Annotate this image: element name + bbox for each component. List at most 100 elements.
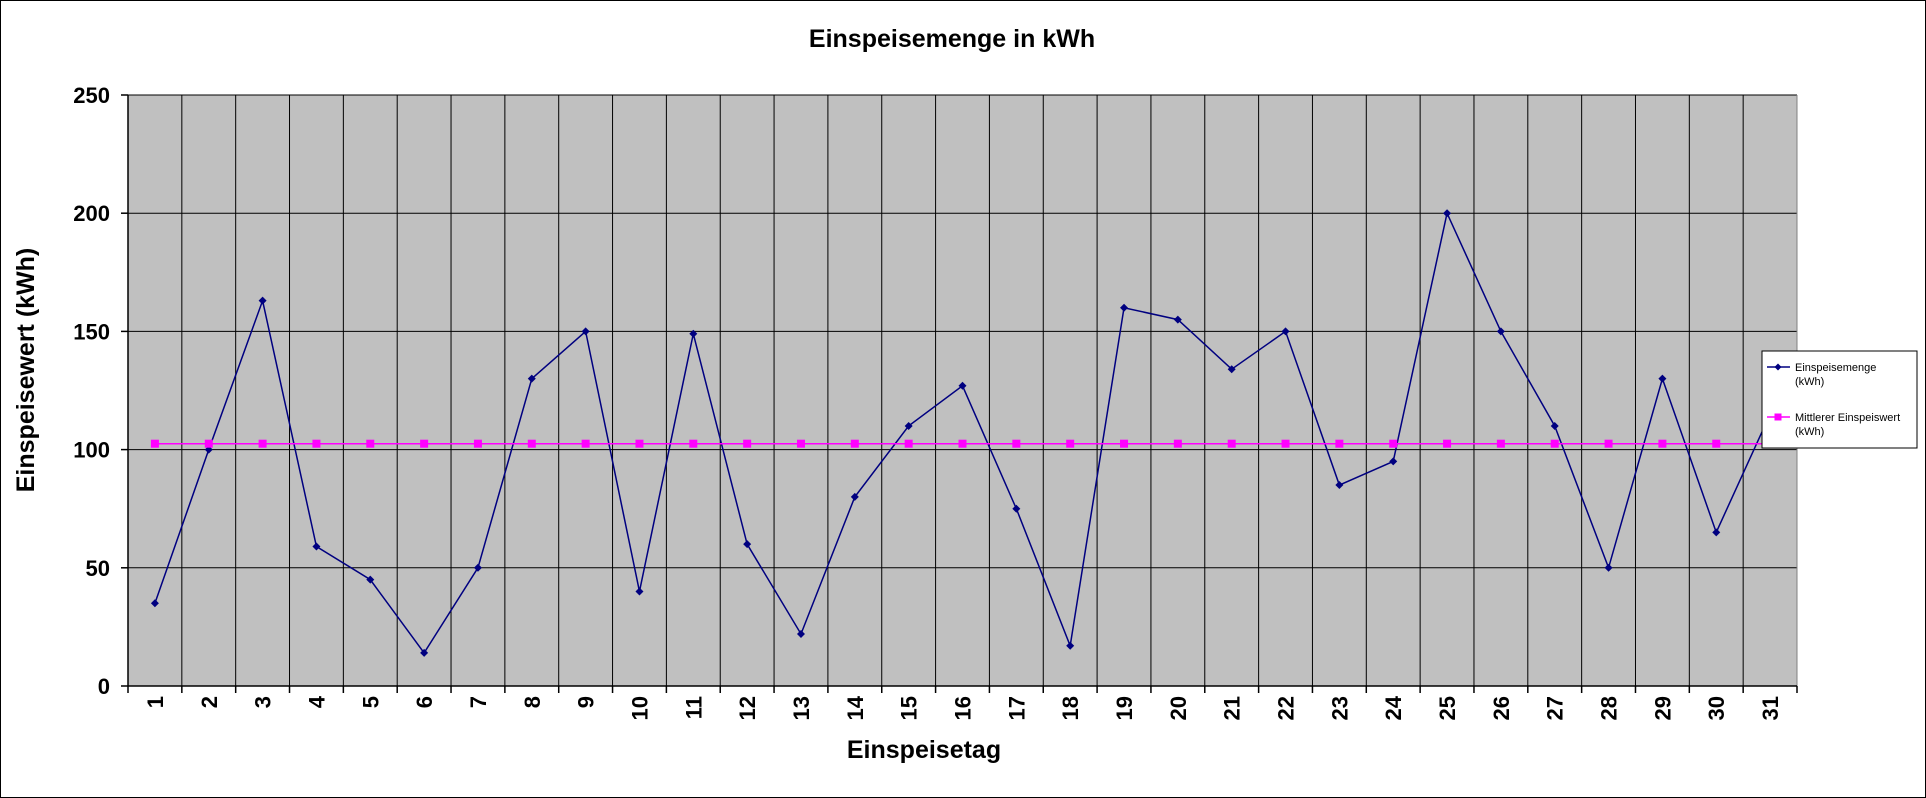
data-point [1496, 327, 1505, 336]
legend-label: (kWh) [1795, 426, 1824, 438]
y-axis-label: Einspeisewert (kWh) [12, 248, 40, 493]
data-point [850, 492, 859, 501]
data-point [1066, 641, 1075, 650]
data-point [689, 439, 698, 448]
data-point [473, 563, 482, 572]
legend-label: Einspeisemenge [1795, 362, 1876, 374]
data-point [420, 439, 429, 448]
x-tick-label: 10 [627, 696, 652, 720]
data-point [420, 648, 429, 657]
data-point [1496, 439, 1505, 448]
legend-item-mittlerer-einspeiswert: Mittlerer Einspeiswert (kWh) [1767, 412, 1900, 438]
x-tick-label: 7 [466, 696, 491, 708]
data-point [1120, 303, 1129, 312]
x-tick-label: 28 [1597, 696, 1622, 720]
x-tick-label: 30 [1704, 696, 1729, 720]
chart-title: Einspeisemenge in kWh [809, 25, 1095, 53]
data-point [1335, 439, 1344, 448]
x-tick-label: 14 [843, 695, 868, 720]
x-tick-label: 19 [1112, 696, 1137, 720]
data-point [1173, 315, 1182, 324]
data-point [1012, 439, 1021, 448]
data-point [204, 439, 213, 448]
data-point [904, 421, 913, 430]
data-point [958, 381, 967, 390]
data-point [1012, 504, 1021, 513]
data-point [1658, 439, 1667, 448]
y-tick-label: 200 [73, 201, 110, 226]
x-tick-label: 16 [951, 696, 976, 720]
x-axis-label: Einspeisetag [847, 736, 1001, 764]
data-point [312, 439, 321, 448]
x-tick-label: 17 [1004, 696, 1029, 720]
data-point [1335, 481, 1344, 490]
data-point [689, 329, 698, 338]
series-einspeisemenge [150, 209, 1775, 657]
data-point [1550, 421, 1559, 430]
plot-area [128, 95, 1797, 686]
data-point [635, 587, 644, 596]
x-tick-label: 29 [1650, 696, 1675, 720]
y-tick-label: 0 [98, 674, 110, 699]
data-point [1604, 563, 1613, 572]
x-tick-label: 9 [574, 696, 599, 708]
x-tick-label: 18 [1058, 696, 1083, 720]
x-tick-label: 21 [1220, 696, 1245, 720]
data-point [581, 327, 590, 336]
data-point [312, 542, 321, 551]
x-tick-label: 26 [1489, 696, 1514, 720]
x-tick-label: 6 [412, 696, 437, 708]
x-tick-label: 12 [735, 696, 760, 720]
x-tick-label: 13 [789, 696, 814, 720]
data-point [1120, 439, 1129, 448]
legend: Einspeisemenge(kWh)Mittlerer Einspeiswer… [1761, 350, 1918, 449]
data-point [743, 439, 752, 448]
data-point [635, 439, 644, 448]
series-layer [150, 209, 1775, 657]
data-point [1173, 439, 1182, 448]
legend-marker [1774, 363, 1782, 371]
data-point [1604, 439, 1613, 448]
data-point [796, 439, 805, 448]
x-tick-label: 5 [358, 696, 383, 708]
data-point [581, 439, 590, 448]
x-tick-label: 23 [1327, 696, 1352, 720]
x-tick-label: 27 [1543, 696, 1568, 720]
x-tick-label: 8 [520, 696, 545, 708]
y-tick-label: 100 [73, 438, 110, 463]
x-tick-label: 3 [251, 696, 276, 708]
data-point [473, 439, 482, 448]
data-point [1389, 457, 1398, 466]
legend-label: (kWh) [1795, 376, 1824, 388]
data-point [850, 439, 859, 448]
data-point [1227, 365, 1236, 374]
y-tick-label: 250 [73, 83, 110, 108]
legend-item-einspeisemenge: Einspeisemenge (kWh) [1767, 362, 1876, 388]
x-tick-label: 24 [1381, 695, 1406, 720]
x-tick-label: 1 [143, 696, 168, 708]
series-mittlerer-einspeiswert [150, 439, 1775, 448]
data-point [1712, 439, 1721, 448]
data-point [150, 439, 159, 448]
y-tick-label: 150 [73, 319, 110, 344]
x-tick-label: 2 [197, 696, 222, 708]
data-point [796, 629, 805, 638]
legend-marker [1774, 413, 1782, 421]
data-point [1281, 439, 1290, 448]
data-point [1712, 528, 1721, 537]
x-tick-label: 25 [1435, 696, 1460, 720]
data-point [958, 439, 967, 448]
data-point [1066, 439, 1075, 448]
data-point [1227, 439, 1236, 448]
data-point [258, 439, 267, 448]
x-tick-label: 22 [1274, 696, 1299, 720]
data-point [743, 540, 752, 549]
data-point [258, 296, 267, 305]
data-point [1281, 327, 1290, 336]
data-point [904, 439, 913, 448]
x-tick-label: 11 [681, 696, 706, 719]
x-tick-label: 20 [1166, 696, 1191, 720]
legend-label: Mittlerer Einspeiswert [1795, 412, 1900, 424]
